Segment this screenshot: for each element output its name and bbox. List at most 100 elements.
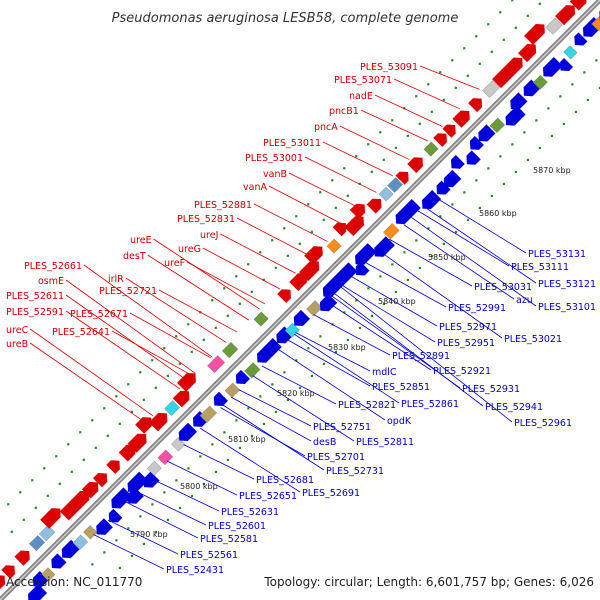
guide-dot [139, 371, 142, 374]
guide-dot [478, 62, 481, 65]
gene-block [383, 223, 400, 240]
gene-label: PLES_52751 [313, 422, 371, 433]
label-leader-line [288, 172, 361, 209]
guide-dot [31, 479, 34, 482]
label-leader-line [65, 294, 189, 382]
gene-label: ureB [6, 339, 28, 350]
guide-dot [394, 290, 398, 294]
guide-dot [19, 491, 22, 494]
guide-dot [211, 299, 214, 302]
reverse-gene-arrow [478, 124, 496, 142]
guide-dot [439, 215, 442, 218]
gene-label: ureC [6, 325, 29, 336]
forward-gene-arrow [92, 472, 108, 488]
forward-gene-arrow [172, 390, 190, 408]
guide-dot [346, 194, 349, 197]
reverse-gene-arrow [574, 32, 588, 46]
label-leader-line [417, 210, 510, 267]
gene-block [29, 535, 46, 552]
reverse-gene-arrow [443, 169, 462, 188]
guide-dot [283, 227, 286, 230]
forward-gene-arrow [503, 57, 523, 77]
reverse-gene-arrow [421, 189, 442, 210]
gene-label: PLES_52691 [302, 488, 360, 499]
guide-dot [235, 275, 238, 278]
guide-dot [178, 506, 182, 510]
guide-dot [190, 494, 194, 498]
label-leader-line [220, 407, 306, 457]
guide-dot [406, 134, 409, 137]
gene-label: ureJ [200, 230, 218, 241]
guide-dot [502, 182, 506, 186]
gene-label: irlR [108, 274, 124, 285]
gene-block [378, 186, 394, 202]
label-leader-line [107, 519, 179, 555]
gene-label: PLES_52811 [356, 437, 414, 448]
gene-label: pncA [314, 122, 338, 133]
gene-block [221, 341, 239, 359]
gene-label: PLES_52681 [256, 475, 314, 486]
label-leader-line [147, 254, 249, 321]
label-leader-line [278, 349, 386, 421]
guide-dot [511, 0, 514, 2]
gene-label: PLES_52651 [239, 491, 297, 502]
label-leader-line [238, 389, 312, 427]
gene-label: PLES_52671 [70, 309, 128, 320]
guide-dot [262, 422, 266, 426]
guide-dot [166, 518, 170, 522]
forward-gene-arrow [395, 171, 409, 185]
guide-dot [415, 239, 418, 242]
reverse-gene-arrow [192, 410, 209, 427]
label-leader-line [334, 293, 484, 407]
label-leader-line [351, 276, 438, 327]
gene-label: PLES_52701 [307, 452, 365, 463]
guide-dot [499, 155, 502, 158]
label-leader-line [65, 310, 181, 390]
guide-dot [379, 131, 382, 134]
guide-dot [559, 95, 562, 98]
reverse-gene-arrow [510, 92, 528, 110]
gene-label: PLES_53131 [528, 249, 586, 260]
reverse-gene-arrow [127, 471, 149, 493]
label-leader-line [125, 277, 227, 343]
guide-dot [370, 314, 374, 318]
gene-label: osmE [38, 276, 64, 287]
reverse-gene-arrow [340, 262, 358, 280]
gene-block [72, 534, 89, 551]
forward-gene-arrow [442, 124, 456, 138]
guide-dot [70, 470, 73, 473]
guide-dot [91, 419, 94, 422]
guide-dot [535, 119, 538, 122]
guide-dot [598, 86, 600, 90]
reverse-gene-arrow [436, 180, 451, 195]
label-leader-line [136, 491, 207, 526]
guide-dot [295, 215, 298, 218]
label-leader-line [393, 78, 461, 110]
gene-label: PLES_52721 [99, 286, 157, 297]
gene-label: PLES_52971 [439, 322, 497, 333]
guide-dot [151, 503, 154, 506]
label-leader-line [186, 261, 266, 305]
guide-dot [235, 419, 238, 422]
forward-gene-arrow [14, 550, 30, 566]
reverse-gene-arrow [276, 326, 294, 344]
guide-dot [262, 278, 265, 281]
gene-label: mdlC [372, 367, 397, 378]
gene-label: desT [123, 251, 146, 262]
guide-dot [526, 14, 529, 17]
reverse-gene-arrow [32, 570, 49, 587]
guide-dot [55, 455, 58, 458]
guide-dot [403, 251, 406, 254]
forward-gene-arrow [524, 24, 545, 45]
guide-dot [223, 431, 226, 434]
guide-dot [286, 254, 289, 257]
forward-gene-arrow [81, 481, 99, 499]
guide-dot [202, 482, 206, 486]
tick-label: 5810 kbp [228, 435, 266, 444]
reverse-gene-arrow [51, 553, 67, 569]
guide-dot [214, 326, 217, 329]
guide-dot [595, 59, 598, 62]
gene-label: PLES_52961 [514, 418, 572, 429]
guide-dot [499, 11, 502, 14]
forward-gene-arrow [304, 246, 323, 265]
